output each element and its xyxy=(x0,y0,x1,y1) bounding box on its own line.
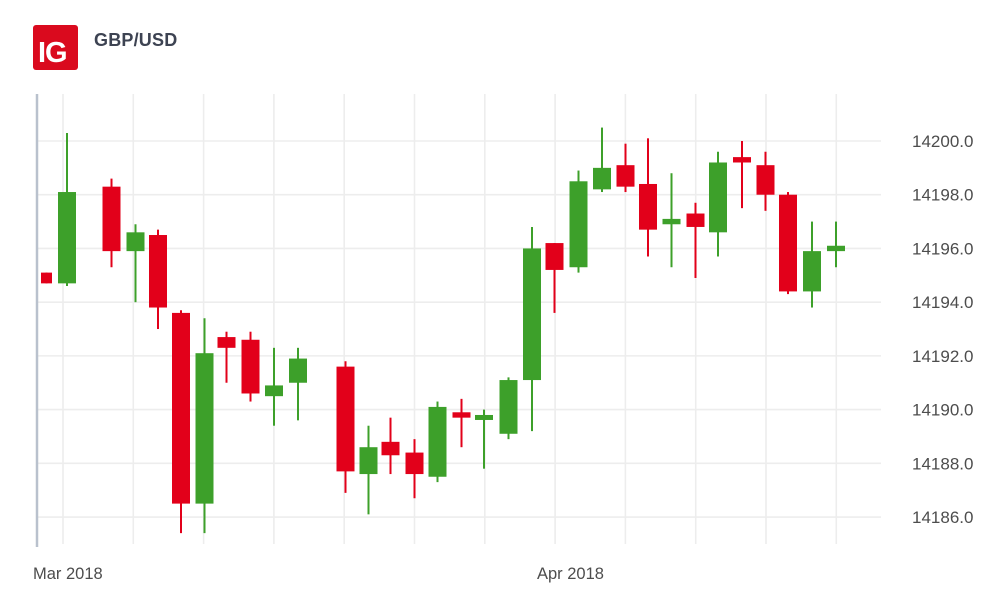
y-axis-label: 14190.0 xyxy=(912,401,973,420)
candle-body xyxy=(569,181,588,268)
y-axis-label: 14192.0 xyxy=(912,347,973,366)
candle-16-up xyxy=(428,401,447,483)
x-axis-label: Mar 2018 xyxy=(33,565,103,583)
candle-23-up xyxy=(593,127,611,193)
candle-body xyxy=(289,358,307,383)
candle-20-up xyxy=(523,226,541,432)
candle-3-down xyxy=(102,178,121,268)
candle-1-down xyxy=(41,272,52,284)
candle-14-down xyxy=(381,417,400,475)
candle-body xyxy=(616,165,635,187)
candle-11-up xyxy=(289,347,307,421)
candle-body xyxy=(405,452,424,475)
candles-group xyxy=(41,127,845,534)
candle-body xyxy=(475,414,493,420)
candle-25-down xyxy=(639,138,657,257)
candle-10-up xyxy=(265,347,283,426)
candle-body xyxy=(241,339,260,394)
candle-7-up xyxy=(195,318,214,534)
x-axis-labels-group: Mar 2018 Apr 2018 xyxy=(33,565,604,583)
candle-28-up xyxy=(709,151,727,257)
candle-body xyxy=(265,385,283,397)
candle-5-down xyxy=(149,229,167,330)
y-axis-label: 14200.0 xyxy=(912,132,973,151)
candle-17-down xyxy=(452,398,471,448)
y-axis-label: 14194.0 xyxy=(912,293,973,312)
ig-logo: IG xyxy=(33,25,78,70)
candle-22-up xyxy=(569,170,588,273)
candle-19-up xyxy=(499,377,518,440)
candle-24-down xyxy=(616,143,635,193)
candle-body xyxy=(149,235,167,308)
candle-body xyxy=(58,192,76,284)
chart-header: IG GBP/USD xyxy=(33,25,177,70)
instrument-title: GBP/USD xyxy=(94,30,178,50)
y-axis-label: 14188.0 xyxy=(912,454,973,473)
candle-body xyxy=(499,380,518,434)
candle-body xyxy=(756,165,775,195)
candle-4-up xyxy=(126,224,145,303)
candle-body xyxy=(803,251,821,292)
candle-29-down xyxy=(733,141,751,209)
candle-12-down xyxy=(336,361,355,493)
candle-body xyxy=(428,406,447,477)
candle-body xyxy=(827,245,845,252)
candle-body xyxy=(639,183,657,230)
candle-30-down xyxy=(756,151,775,211)
candle-body xyxy=(336,366,355,472)
candle-body xyxy=(359,447,378,475)
candle-27-down xyxy=(686,202,705,278)
candle-8-down xyxy=(217,331,236,383)
y-axis-label: 14196.0 xyxy=(912,239,973,258)
candle-body xyxy=(523,248,541,381)
candle-body xyxy=(381,441,400,456)
candle-6-down xyxy=(172,310,190,534)
candle-21-down xyxy=(545,243,564,313)
candle-body xyxy=(102,186,121,252)
candle-body xyxy=(217,337,236,348)
candle-18-up xyxy=(475,409,493,469)
candle-body xyxy=(733,157,751,163)
horizontal-gridlines-group xyxy=(37,140,881,518)
candle-body xyxy=(545,243,564,270)
candle-body xyxy=(593,167,611,190)
y-axis-label: 14198.0 xyxy=(912,186,973,205)
candle-body xyxy=(195,353,214,504)
candle-32-up xyxy=(803,221,821,308)
candle-2-up xyxy=(58,132,76,287)
candle-31-down xyxy=(779,192,797,295)
candle-15-down xyxy=(405,439,424,499)
candle-body xyxy=(662,218,681,225)
candle-body xyxy=(452,412,471,418)
candle-body xyxy=(686,213,705,227)
candle-body xyxy=(126,232,145,252)
candle-body xyxy=(41,272,52,284)
candle-13-up xyxy=(359,425,378,515)
candle-body xyxy=(172,312,190,504)
ig-logo-text: IG xyxy=(38,37,68,69)
candle-33-up xyxy=(827,221,845,268)
candle-26-up xyxy=(662,173,681,268)
candle-body xyxy=(709,162,727,233)
candle-body xyxy=(779,194,797,292)
candle-9-down xyxy=(241,331,260,402)
y-axis-label: 14186.0 xyxy=(912,508,973,527)
x-axis-label: Apr 2018 xyxy=(537,565,604,583)
y-axis-labels-group: 14200.0 14198.0 14196.0 14194.0 14192.0 14190… xyxy=(912,132,973,527)
